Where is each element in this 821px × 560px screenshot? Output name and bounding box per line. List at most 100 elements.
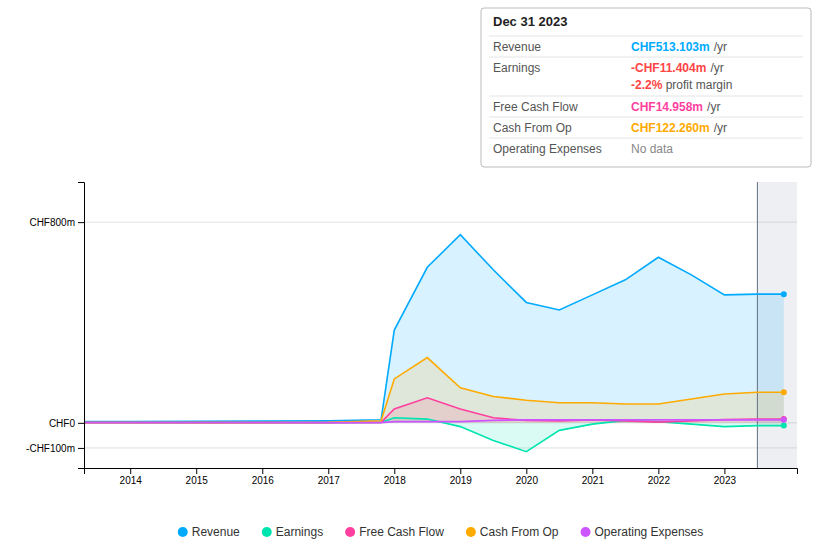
grid-line	[84, 222, 797, 223]
end-marker	[781, 291, 787, 297]
x-tick: 2018	[384, 468, 407, 486]
tooltip-divider	[489, 57, 803, 58]
tooltip-box	[481, 8, 811, 167]
tooltip-label: Earnings	[493, 61, 540, 75]
chart-container: -CHF100mCHF0CHF800m201420152016201720182…	[0, 0, 821, 560]
x-tick: 2022	[648, 468, 671, 486]
tooltip-divider	[489, 36, 803, 37]
legend-label: Cash From Op	[480, 525, 559, 539]
tooltip-value: CHF14.958m	[631, 100, 703, 114]
tooltip-divider	[489, 138, 803, 139]
tooltip-suffix: /yr	[707, 100, 720, 114]
y-tick: CHF800m	[29, 217, 84, 228]
y-tick-mark	[78, 448, 84, 449]
x-tick: 2023	[714, 468, 737, 486]
x-tick-label: 2015	[186, 475, 209, 486]
legend-swatch	[581, 527, 591, 537]
tooltip-divider	[489, 96, 803, 97]
end-marker	[781, 416, 787, 422]
y-axis: -CHF100m CHF0 CHF800m	[26, 183, 84, 469]
end-marker	[781, 389, 787, 395]
series-line	[84, 358, 784, 423]
x-tick-mark	[130, 468, 131, 474]
tooltip-label: Free Cash Flow	[493, 100, 578, 114]
end-marker	[781, 423, 787, 429]
legend-item: Earnings	[262, 525, 323, 539]
x-tick: 2014	[120, 468, 143, 486]
x-tick-mark	[526, 468, 527, 474]
legend-label: Earnings	[276, 525, 323, 539]
x-axis-line	[85, 469, 798, 475]
x-tick: 2021	[582, 468, 605, 486]
x-tick-mark	[460, 468, 461, 474]
legend-label: Operating Expenses	[595, 525, 704, 539]
x-tick-mark	[658, 468, 659, 474]
x-tick: 2019	[450, 468, 473, 486]
tooltip: Dec 31 2023 Revenue CHF513.103m/yr Earnings…	[481, 8, 811, 167]
plot-area	[84, 182, 797, 468]
series-area	[84, 235, 784, 423]
tooltip-label: Operating Expenses	[493, 142, 602, 156]
x-tick-mark	[592, 468, 593, 474]
tooltip-value: No data	[631, 142, 673, 156]
chart-svg: -CHF100mCHF0CHF800m201420152016201720182…	[0, 0, 821, 560]
y-tick-label: CHF0	[49, 418, 76, 429]
legend-swatch	[345, 527, 355, 537]
tooltip-label: Cash From Op	[493, 121, 572, 135]
tooltip-value: CHF513.103m	[631, 40, 710, 54]
legend-label: Revenue	[192, 525, 240, 539]
y-tick-label: -CHF100m	[26, 443, 75, 454]
x-tick-mark	[394, 468, 395, 474]
series-area	[84, 358, 784, 423]
x-axis: 2014 2015 2016 2017 2018 2019 2020 2021 2022 2023	[85, 468, 798, 486]
series-line	[84, 235, 784, 422]
tspan-element: profit margin	[662, 78, 732, 92]
legend-item: Revenue	[178, 525, 240, 539]
y-tick-mark	[78, 423, 84, 424]
x-tick-label: 2020	[516, 475, 539, 486]
series-line	[84, 418, 784, 452]
tooltip-suffix: /yr	[714, 40, 727, 54]
x-tick: 2015	[186, 468, 209, 486]
tooltip-suffix: /yr	[714, 121, 727, 135]
x-tick-mark	[196, 468, 197, 474]
x-tick-label: 2018	[384, 475, 407, 486]
legend-label: Free Cash Flow	[359, 525, 444, 539]
x-tick-label: 2014	[120, 475, 143, 486]
tooltip-value: CHF122.260m	[631, 121, 710, 135]
x-tick-label: 2021	[582, 475, 605, 486]
tspan-element: -2.2%	[631, 78, 663, 92]
legend-item: Cash From Op	[466, 525, 559, 539]
tooltip-divider	[489, 117, 803, 118]
x-tick-label: 2022	[648, 475, 671, 486]
legend-item: Free Cash Flow	[345, 525, 444, 539]
tooltip-extra: -2.2% profit margin	[631, 78, 732, 92]
x-tick: 2020	[516, 468, 539, 486]
x-tick: 2016	[252, 468, 275, 486]
y-axis-line	[78, 183, 85, 469]
tooltip-label: Revenue	[493, 40, 541, 54]
y-tick: -CHF100m	[26, 443, 84, 454]
x-tick: 2017	[318, 468, 341, 486]
y-tick-mark	[78, 222, 84, 223]
x-tick-label: 2023	[714, 475, 737, 486]
tooltip-value: -CHF11.404m	[631, 61, 706, 75]
legend-swatch	[178, 527, 188, 537]
legend-swatch	[262, 527, 272, 537]
tooltip-title: Dec 31 2023	[493, 14, 567, 29]
tooltip-suffix: /yr	[710, 61, 723, 75]
series-line	[84, 420, 784, 423]
x-tick-label: 2017	[318, 475, 341, 486]
y-tick-label: CHF800m	[29, 217, 75, 228]
y-tick: CHF0	[49, 418, 84, 429]
x-tick-mark	[262, 468, 263, 474]
series-area	[84, 418, 784, 452]
end-marker	[781, 417, 787, 423]
grid-line	[84, 447, 797, 448]
grid	[84, 222, 797, 448]
x-tick-mark	[328, 468, 329, 474]
x-tick-label: 2016	[252, 475, 275, 486]
legend-swatch	[466, 527, 476, 537]
x-tick-label: 2019	[450, 475, 473, 486]
legend-item: Operating Expenses	[581, 525, 704, 539]
